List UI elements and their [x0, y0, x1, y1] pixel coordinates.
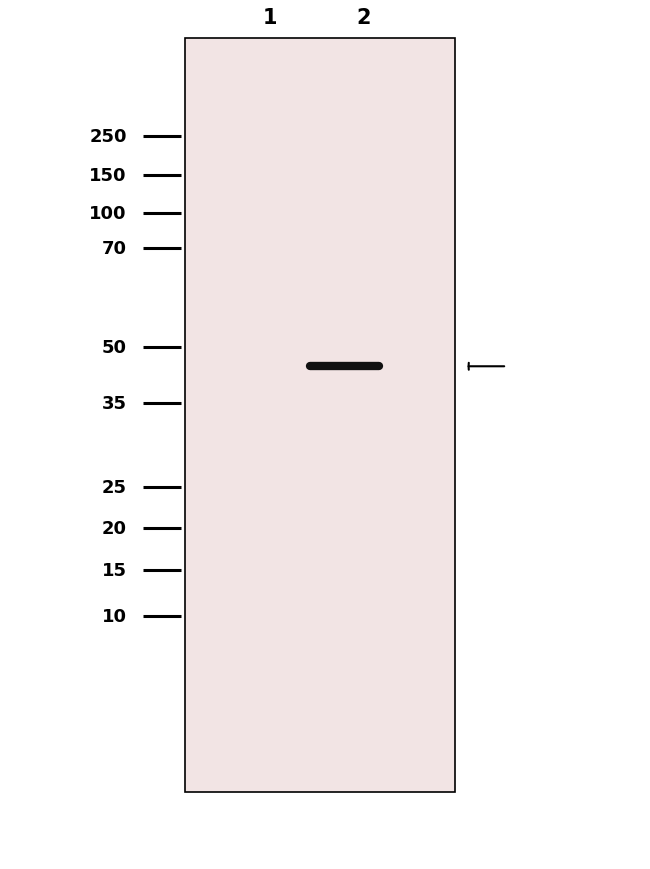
Text: 100: 100 — [89, 205, 127, 222]
Text: 1: 1 — [263, 8, 277, 28]
Bar — [185, 39, 455, 793]
Text: 20: 20 — [102, 519, 127, 537]
Text: 25: 25 — [102, 479, 127, 496]
Text: 150: 150 — [89, 167, 127, 185]
Text: 35: 35 — [102, 395, 127, 413]
Text: 70: 70 — [102, 240, 127, 257]
Text: 15: 15 — [102, 561, 127, 580]
Text: 50: 50 — [102, 339, 127, 357]
Text: 10: 10 — [102, 607, 127, 625]
Text: 250: 250 — [89, 128, 127, 146]
Text: 2: 2 — [357, 8, 371, 28]
